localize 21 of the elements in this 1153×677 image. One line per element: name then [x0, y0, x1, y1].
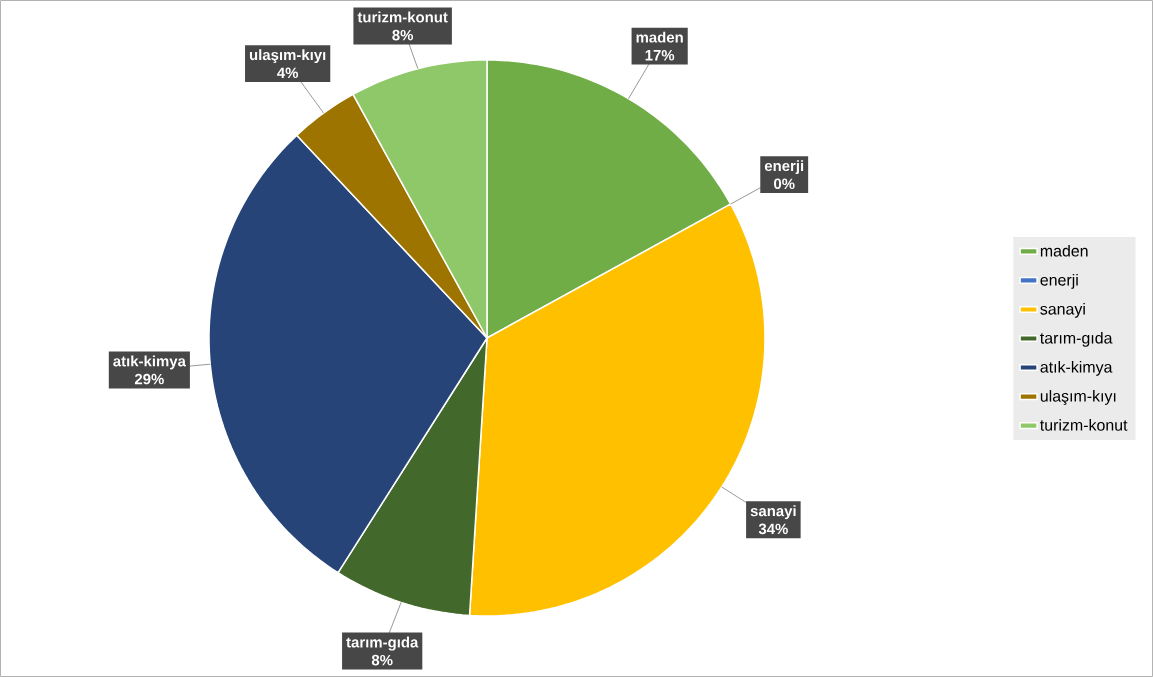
slice-label: ulaşım-kıyı [249, 49, 326, 64]
data-label: 8% [392, 29, 414, 41]
legend-label: enerji [1040, 273, 1078, 289]
legend-label: sanayi [1040, 302, 1085, 318]
data-label: 4% [277, 67, 299, 79]
legend-label: tarım-gıda [1040, 331, 1113, 347]
data-label: 17% [645, 50, 675, 61]
slice-label: atık-kimya [113, 355, 186, 370]
data-label: 29% [134, 373, 164, 385]
legend-label: ulaşım-kıyı [1040, 390, 1116, 405]
slice-label: tarım-gıda [346, 636, 419, 651]
category-label: enerji [764, 160, 804, 175]
data-label: 8% [371, 654, 393, 666]
text: 0% [774, 178, 795, 190]
legend-label: maden [1040, 244, 1088, 257]
data-label: 34% [758, 523, 788, 535]
legend-label: turizm-konut [1040, 419, 1128, 431]
slice-label: maden [636, 31, 683, 43]
slice-label: turizm-konut [357, 11, 448, 23]
legend-label: atık-kimya [1040, 361, 1113, 376]
slice-label: sanayi [750, 505, 796, 520]
